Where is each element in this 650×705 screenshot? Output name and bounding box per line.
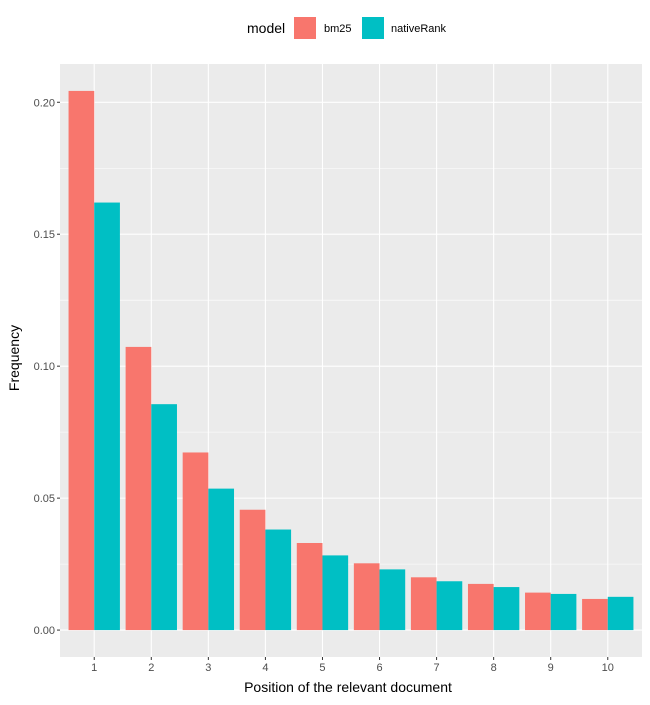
x-axis-title: Position of the relevant document <box>244 679 452 695</box>
bars <box>68 90 634 631</box>
bar-nativerank <box>322 555 349 631</box>
x-tick-label: 2 <box>148 662 154 674</box>
legend: model bm25 nativeRank <box>247 17 447 39</box>
y-axis-title: Frequency <box>6 325 22 391</box>
legend-key-bm25 <box>294 17 316 39</box>
bar-bm25 <box>68 90 95 631</box>
legend-title: model <box>247 20 285 36</box>
x-tick-label: 8 <box>491 662 497 674</box>
bar-nativerank <box>607 596 634 631</box>
y-tick-label: 0.20 <box>34 97 55 109</box>
bar-bm25 <box>582 598 608 631</box>
x-tick-label: 4 <box>262 662 268 674</box>
x-axis: 1 2 3 4 5 6 7 8 9 10 <box>91 657 614 674</box>
x-tick-label: 1 <box>91 662 97 674</box>
bar-bm25 <box>410 577 437 631</box>
y-tick-label: 0.00 <box>34 625 55 637</box>
bar-bm25 <box>239 509 266 631</box>
bar-bm25 <box>182 452 209 631</box>
bar-nativerank <box>379 569 406 631</box>
bar-bm25 <box>467 583 494 631</box>
bar-nativerank <box>208 488 235 631</box>
bar-bm25 <box>125 346 152 631</box>
x-tick-label: 5 <box>319 662 325 674</box>
y-axis: 0.00 0.05 0.10 0.15 0.20 <box>34 97 60 637</box>
bar-nativerank <box>550 593 577 631</box>
bar-bm25 <box>353 563 380 631</box>
x-tick-label: 10 <box>602 662 614 674</box>
bar-nativerank <box>151 404 177 631</box>
x-tick-label: 9 <box>548 662 554 674</box>
bar-nativerank <box>265 529 292 631</box>
legend-label-nativerank: nativeRank <box>391 23 447 35</box>
bar-nativerank <box>436 581 463 631</box>
bar-bm25 <box>525 592 551 631</box>
x-tick-label: 7 <box>434 662 440 674</box>
legend-label-bm25: bm25 <box>324 23 352 35</box>
y-tick-label: 0.15 <box>34 229 55 241</box>
bar-nativerank <box>94 202 120 631</box>
y-tick-label: 0.05 <box>34 493 55 505</box>
x-tick-label: 3 <box>205 662 211 674</box>
x-tick-label: 6 <box>376 662 382 674</box>
legend-key-nativerank <box>362 17 384 39</box>
bar-nativerank <box>493 587 520 631</box>
y-tick-label: 0.10 <box>34 361 55 373</box>
bar-bm25 <box>296 542 323 631</box>
